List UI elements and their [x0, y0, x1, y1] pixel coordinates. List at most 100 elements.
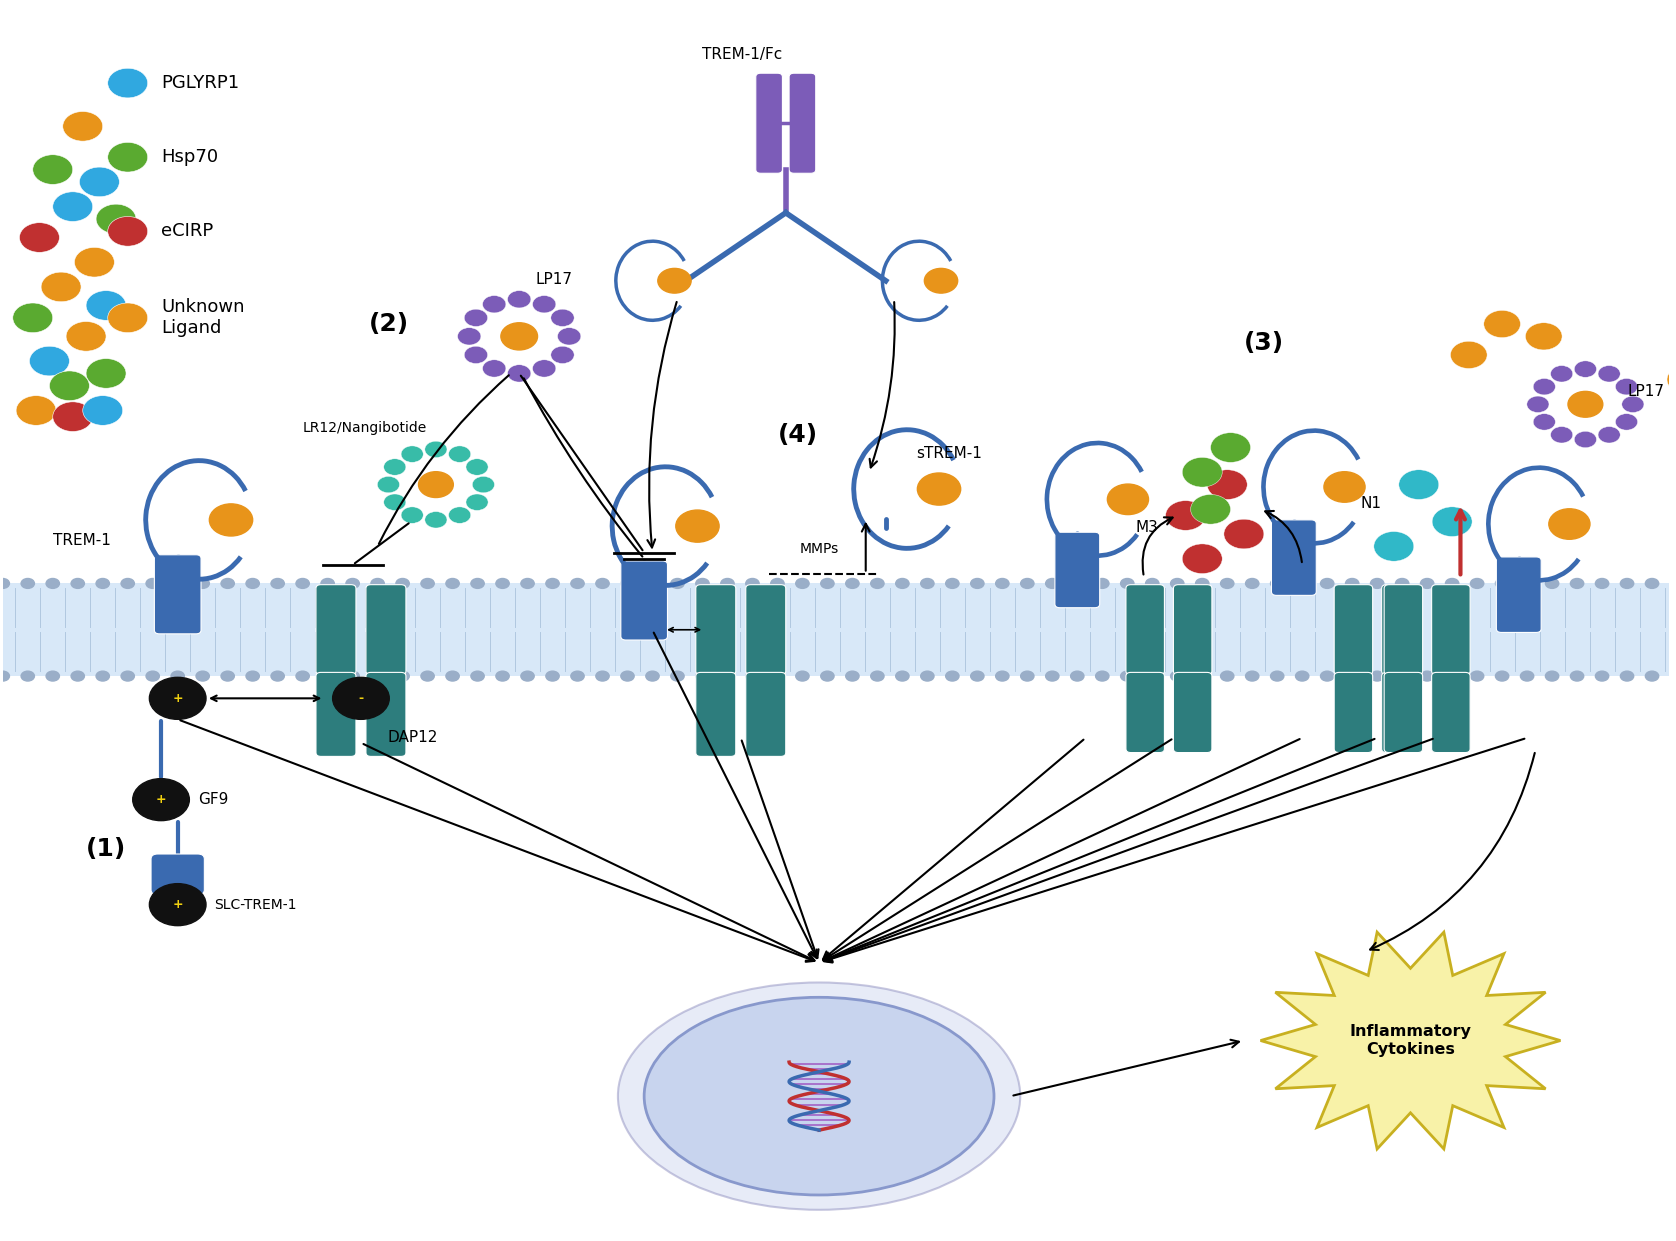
Circle shape	[1431, 506, 1472, 536]
Circle shape	[85, 290, 126, 320]
Circle shape	[149, 678, 206, 720]
Circle shape	[1071, 671, 1084, 681]
Circle shape	[1421, 671, 1433, 681]
Circle shape	[1195, 578, 1208, 588]
Circle shape	[1346, 671, 1359, 681]
FancyBboxPatch shape	[1054, 532, 1099, 608]
Circle shape	[196, 578, 210, 588]
FancyBboxPatch shape	[1497, 557, 1542, 633]
Circle shape	[1569, 391, 1602, 417]
Circle shape	[421, 671, 434, 681]
Circle shape	[1470, 578, 1483, 588]
Circle shape	[1321, 671, 1334, 681]
Circle shape	[121, 671, 134, 681]
Circle shape	[645, 671, 659, 681]
Circle shape	[1550, 366, 1572, 382]
Circle shape	[1616, 379, 1637, 395]
Circle shape	[1495, 578, 1508, 588]
Circle shape	[1646, 578, 1659, 588]
Circle shape	[1245, 578, 1259, 588]
FancyBboxPatch shape	[1384, 585, 1423, 675]
Text: Hsp70: Hsp70	[161, 148, 218, 166]
Circle shape	[297, 578, 310, 588]
Circle shape	[1525, 323, 1562, 350]
Circle shape	[1207, 470, 1247, 499]
Circle shape	[464, 346, 488, 364]
Circle shape	[1495, 671, 1508, 681]
Circle shape	[1096, 671, 1110, 681]
Circle shape	[558, 328, 582, 345]
Circle shape	[521, 578, 535, 588]
Text: DAP12: DAP12	[387, 731, 437, 746]
Circle shape	[895, 671, 908, 681]
Circle shape	[1549, 509, 1591, 540]
Circle shape	[1520, 671, 1534, 681]
Circle shape	[377, 477, 399, 493]
Circle shape	[1646, 671, 1659, 681]
Circle shape	[1450, 341, 1487, 369]
Circle shape	[1210, 433, 1250, 463]
Circle shape	[370, 578, 384, 588]
Circle shape	[1550, 427, 1572, 443]
Circle shape	[1597, 366, 1621, 382]
Circle shape	[597, 578, 608, 588]
Circle shape	[466, 494, 488, 510]
Circle shape	[670, 578, 684, 588]
Circle shape	[210, 504, 253, 536]
Circle shape	[1195, 671, 1208, 681]
FancyBboxPatch shape	[696, 585, 736, 675]
Circle shape	[149, 884, 206, 926]
FancyBboxPatch shape	[154, 555, 201, 634]
Circle shape	[52, 402, 92, 432]
Circle shape	[1170, 671, 1183, 681]
Circle shape	[1574, 361, 1597, 377]
Circle shape	[0, 671, 10, 681]
Circle shape	[171, 671, 184, 681]
Circle shape	[1270, 671, 1284, 681]
Circle shape	[1596, 578, 1609, 588]
Circle shape	[47, 578, 59, 588]
Text: N1: N1	[1361, 495, 1381, 510]
Circle shape	[917, 473, 960, 505]
Circle shape	[107, 216, 147, 246]
FancyBboxPatch shape	[1431, 673, 1470, 752]
Circle shape	[1445, 578, 1458, 588]
Circle shape	[0, 578, 10, 588]
Text: SLC-TREM-1: SLC-TREM-1	[215, 897, 297, 912]
Circle shape	[1146, 578, 1158, 588]
Circle shape	[920, 671, 934, 681]
Circle shape	[424, 441, 447, 458]
FancyBboxPatch shape	[1384, 673, 1423, 752]
Circle shape	[1245, 671, 1259, 681]
Circle shape	[1146, 671, 1158, 681]
Circle shape	[466, 459, 488, 475]
Circle shape	[945, 671, 959, 681]
Circle shape	[345, 671, 359, 681]
Text: +: +	[156, 793, 166, 807]
Circle shape	[1596, 671, 1609, 681]
Circle shape	[246, 671, 260, 681]
Text: M3: M3	[1136, 520, 1158, 535]
Circle shape	[796, 671, 810, 681]
Circle shape	[473, 477, 494, 493]
Circle shape	[272, 671, 285, 681]
Circle shape	[872, 578, 883, 588]
Circle shape	[370, 671, 384, 681]
Circle shape	[107, 68, 147, 98]
FancyBboxPatch shape	[1431, 585, 1470, 675]
Circle shape	[546, 578, 560, 588]
FancyBboxPatch shape	[1173, 585, 1212, 675]
Circle shape	[1445, 671, 1458, 681]
Circle shape	[47, 671, 59, 681]
Circle shape	[1220, 578, 1234, 588]
Circle shape	[146, 671, 159, 681]
Circle shape	[1021, 578, 1034, 588]
Circle shape	[1220, 671, 1234, 681]
Circle shape	[1570, 578, 1584, 588]
Circle shape	[132, 778, 189, 820]
Circle shape	[970, 578, 984, 588]
FancyBboxPatch shape	[1334, 585, 1373, 675]
FancyBboxPatch shape	[317, 673, 355, 757]
Text: +: +	[173, 691, 183, 705]
Circle shape	[449, 446, 471, 463]
